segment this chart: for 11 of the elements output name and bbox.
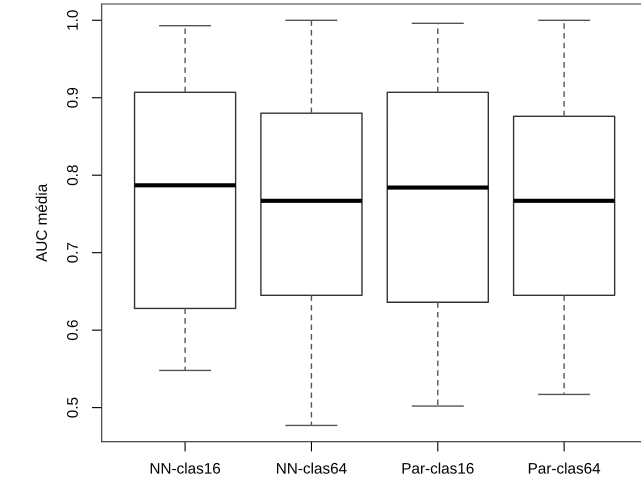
x-tick-label: Par-clas64: [528, 462, 600, 474]
x-tick-label: NN-clas64: [277, 462, 347, 474]
y-tick-label: 0.7: [67, 242, 78, 263]
y-tick-label: 0.8: [67, 165, 78, 186]
y-tick-label: 0.5: [67, 398, 78, 418]
y-tick-label: 0.9: [67, 88, 78, 108]
y-tick-label: 1.0: [67, 10, 78, 30]
y-axis-title: AUC média: [36, 184, 47, 262]
y-tick-label: 0.6: [67, 320, 78, 340]
x-tick-label: Par-clas16: [402, 462, 474, 474]
x-tick-label: NN-clas16: [150, 462, 220, 474]
